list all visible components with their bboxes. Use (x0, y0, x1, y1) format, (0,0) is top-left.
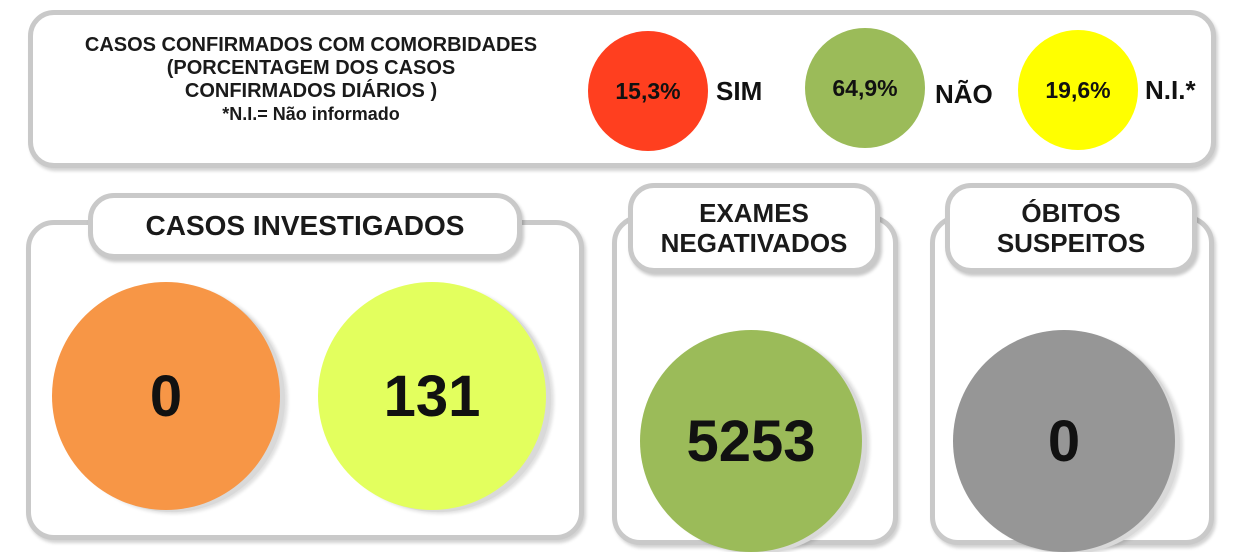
comorbidities-title-line3: CONFIRMADOS DIÁRIOS ) (184, 80, 438, 102)
comorbidities-title-line2: (PORCENTAGEM DOS CASOS (166, 57, 456, 79)
exames-title-line1: EXAMES (699, 198, 809, 228)
exames-count: 5253 (640, 330, 862, 552)
comorbidity-ni-circle: 19,6% (1018, 30, 1138, 150)
obitos-title: ÓBITOS SUSPEITOS (945, 183, 1197, 273)
comorbidity-sim-circle: 15,3% (588, 31, 708, 151)
comorbidities-title-line1: CASOS CONFIRMADOS COM COMORBIDADES (84, 34, 538, 56)
investigados-orange-count: 0 (52, 282, 280, 510)
investigados-title: CASOS INVESTIGADOS (88, 193, 522, 259)
investigados-yellow-count: 131 (318, 282, 546, 510)
exames-title-line2: NEGATIVADOS (660, 228, 848, 258)
comorbidity-ni-label: N.I.* (1145, 75, 1196, 105)
exames-title: EXAMES NEGATIVADOS (628, 183, 880, 273)
obitos-title-line1: ÓBITOS (1021, 198, 1121, 228)
comorbidity-sim-label: SIM (716, 76, 763, 106)
comorbidity-nao-circle: 64,9% (805, 28, 925, 148)
comorbidities-title: CASOS CONFIRMADOS COM COMORBIDADES (PORC… (40, 34, 582, 126)
obitos-count: 0 (953, 330, 1175, 552)
comorbidity-nao-label: NÃO (935, 79, 993, 109)
obitos-title-line2: SUSPEITOS (996, 228, 1146, 258)
comorbidities-note: *N.I.= Não informado (222, 104, 400, 124)
